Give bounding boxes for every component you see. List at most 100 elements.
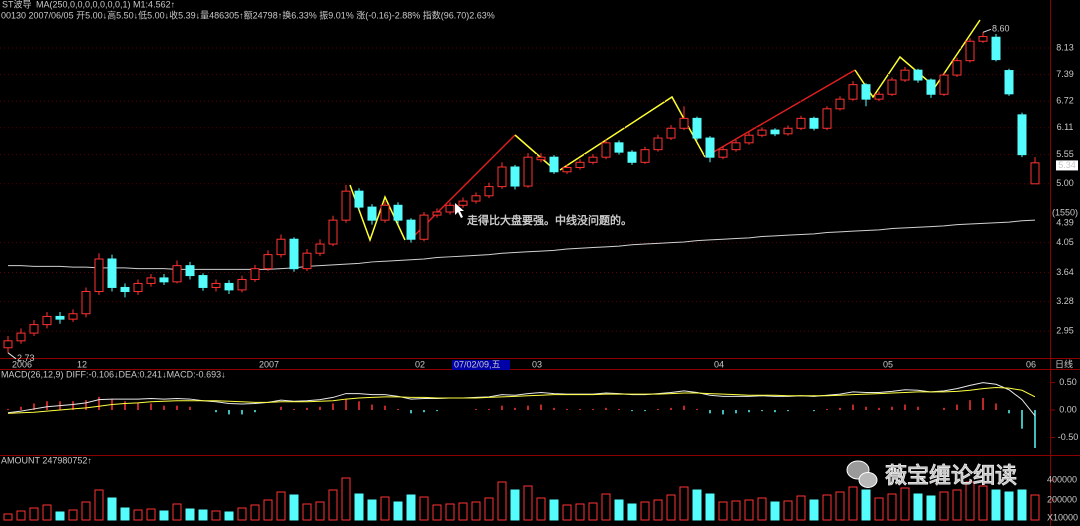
indicator-header: MA(250,0,0,0,0,0,0,0,1) M1:4.562↑ (36, 0, 175, 9)
candle-body (419, 214, 429, 240)
candle-body (965, 40, 975, 62)
y-tick-label: 6.11 (1057, 122, 1074, 132)
x-tick-label: 12 (77, 359, 87, 369)
candle-body (653, 137, 663, 151)
extreme-pointer (7, 352, 17, 360)
annotation-text: 走得比大盘要强。中线没问题的。 (466, 213, 632, 227)
volume-bar (666, 494, 676, 521)
volume-bar (549, 499, 559, 521)
candle-body (393, 204, 403, 221)
extreme-label: 2.73 (17, 353, 35, 363)
candle-body (276, 238, 286, 256)
last-price-box (1056, 160, 1078, 171)
candle-body (380, 204, 390, 221)
volume-bar (250, 504, 260, 521)
y-tick-label: 2.95 (1056, 326, 1074, 336)
y-tick-label: 3.28 (1056, 296, 1074, 306)
volume-bar (796, 495, 806, 521)
volume-bar (809, 499, 819, 521)
volume-bar (913, 493, 923, 521)
candle-body (120, 286, 130, 293)
candle-body (55, 315, 65, 320)
volume-bar (16, 510, 26, 521)
x-tick-label: 2006 (12, 359, 32, 369)
volume-bar (978, 485, 988, 521)
candle-body (887, 79, 897, 95)
candle-body (367, 206, 377, 221)
x-tick-label: 07/02/09,五 (454, 359, 501, 369)
candle-body (289, 238, 299, 270)
candle-body (198, 275, 208, 288)
volume-bar (757, 497, 767, 521)
candle-body (783, 127, 793, 135)
volume-bar (861, 489, 871, 521)
last-price: 5.34 (1058, 160, 1076, 170)
volume-bar (159, 510, 169, 521)
candle-body (263, 254, 273, 270)
candle-body (211, 282, 221, 288)
unit-label: X10000 (1047, 512, 1078, 522)
y-tick-label: 3.64 (1056, 267, 1074, 277)
candle-body (900, 69, 910, 81)
volume-bar (536, 497, 546, 521)
volume-bar (679, 486, 689, 521)
volume-bar (133, 509, 143, 521)
candle-body (913, 69, 923, 81)
volume-bar (445, 503, 455, 521)
candle-body (848, 84, 858, 100)
volume-bar (302, 503, 312, 521)
volume-bar (81, 501, 91, 521)
x-tick-label: 02 (415, 359, 425, 369)
plot-layer: 2.95 3.28 3.64 4.05 5.00 5.55 6.11 6.72 7.39 8.13… (0, 24, 1079, 522)
candle-body (731, 142, 741, 151)
volume-bar (835, 491, 845, 521)
candle-body (341, 190, 351, 221)
volume-bar (315, 501, 325, 521)
candle-body (939, 74, 949, 95)
volume-bar (328, 489, 338, 521)
candle-body (107, 258, 117, 288)
candle-body (744, 134, 754, 144)
candle-body (172, 265, 182, 283)
y-tick-label: 7.39 (1056, 69, 1074, 79)
volume-bar (497, 481, 507, 521)
candle-body (471, 195, 481, 202)
y-tick-label: -0.50 (1058, 432, 1079, 442)
panel-title: AMOUNT 247980752↑ (1, 455, 92, 465)
volume-bar (263, 499, 273, 521)
candle-body (159, 277, 169, 283)
candle-body (549, 156, 559, 173)
candle-body (250, 268, 260, 280)
candle-body (328, 219, 338, 245)
candle-body (679, 117, 689, 129)
ma-name: (1550) (1052, 208, 1078, 218)
candle-body (484, 186, 494, 197)
volume-bar (562, 504, 572, 521)
volume-bar (926, 495, 936, 521)
volume-bar (146, 508, 156, 521)
candle-body (523, 156, 533, 187)
extreme-pointer (982, 28, 992, 33)
x-tick-label: 06 (1026, 359, 1036, 369)
candle-body (146, 277, 156, 284)
x-tick-label: 05 (883, 359, 893, 369)
candle-body (575, 161, 585, 169)
period-label: 日线 (1055, 358, 1073, 369)
volume-bar (783, 500, 793, 521)
volume-bar (952, 489, 962, 521)
candle-body (601, 142, 611, 158)
candle-body (458, 200, 468, 206)
watermark: 薇宝缠论细读 (885, 463, 1017, 488)
volume-bar (731, 500, 741, 521)
volume-bar (991, 489, 1001, 521)
y-tick-label: 200000 (1047, 494, 1077, 504)
volume-bar (120, 507, 130, 521)
panel-title: MACD(26,12,9) DIFF:-0.106↓DEA:0.241↓MACD… (1, 369, 226, 379)
volume-bar (848, 486, 858, 521)
x-tick-label: 2007 (259, 359, 279, 369)
volume-bar (172, 503, 182, 521)
candle-body (68, 313, 78, 320)
